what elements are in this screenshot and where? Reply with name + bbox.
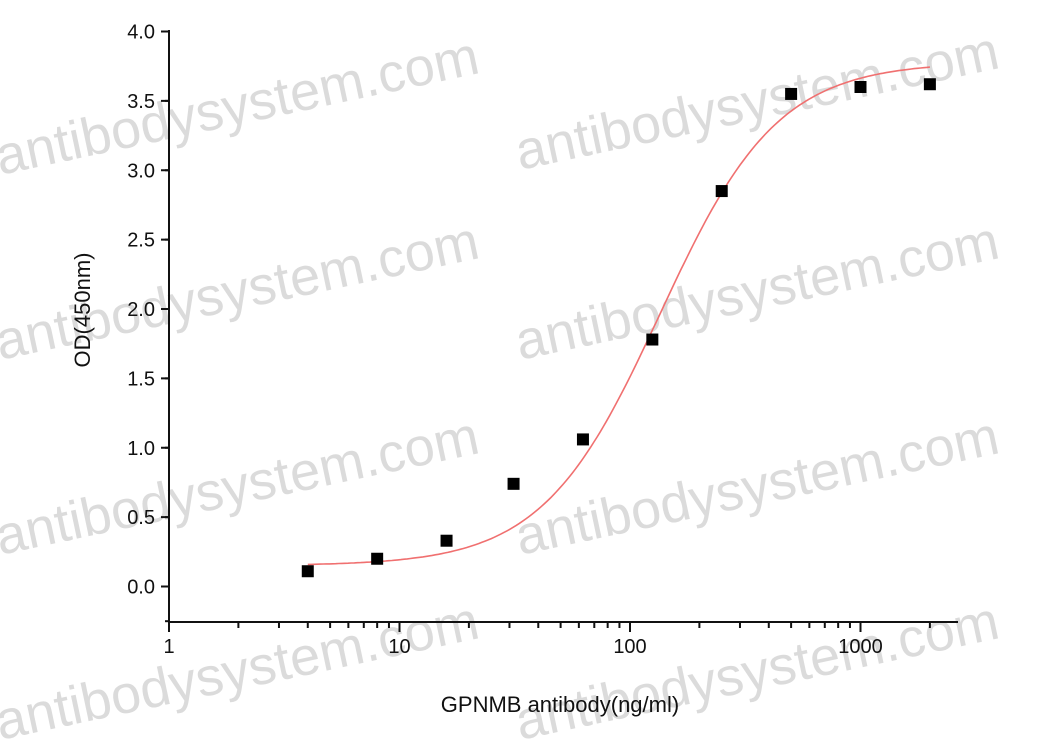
data-point <box>715 185 728 198</box>
y-tick-label: 2.0 <box>127 299 155 321</box>
x-tick-label: 1 <box>163 636 174 658</box>
watermark-text: antibodysystem.com <box>510 21 1004 182</box>
y-axis-label: OD(450nm) <box>70 253 95 368</box>
data-point <box>576 433 589 446</box>
data-point <box>301 565 314 578</box>
y-tick-label: 3.5 <box>127 91 155 113</box>
data-point <box>507 477 520 490</box>
watermark-text: antibodysystem.com <box>510 591 1004 748</box>
data-point <box>923 78 936 91</box>
y-tick-label: 0.5 <box>127 507 155 529</box>
y-tick-label: 3.0 <box>127 160 155 182</box>
axes: 0.0 0.5 1.0 1.5 2.0 2.5 3.0 3.5 4.0 1 10 100 1000 <box>127 22 958 658</box>
watermark-text: antibodysystem.com <box>510 406 1004 567</box>
y-tick-label: 1.0 <box>127 438 155 460</box>
y-tick-label: 2.5 <box>127 230 155 252</box>
y-tick-label: 4.0 <box>127 22 155 44</box>
data-point <box>785 87 798 100</box>
x-tick-label: 100 <box>613 636 646 658</box>
watermark-text: antibodysystem.com <box>510 211 1004 372</box>
data-point <box>440 534 453 547</box>
y-tick-label: 0.0 <box>127 577 155 599</box>
x-tick-label: 10 <box>388 636 410 658</box>
fit-curve <box>307 66 930 566</box>
watermark-text: antibodysystem.com <box>0 591 484 748</box>
x-tick-label: 1000 <box>838 636 883 658</box>
data-point <box>646 333 659 346</box>
watermark-text: antibodysystem.com <box>0 406 484 567</box>
data-point <box>371 552 384 565</box>
data-point <box>854 81 867 93</box>
watermark-text: antibodysystem.com <box>0 26 484 187</box>
data-points <box>301 78 936 578</box>
y-tick-label: 1.5 <box>127 368 155 390</box>
x-axis-label: GPNMB antibody(ng/ml) <box>441 692 679 717</box>
